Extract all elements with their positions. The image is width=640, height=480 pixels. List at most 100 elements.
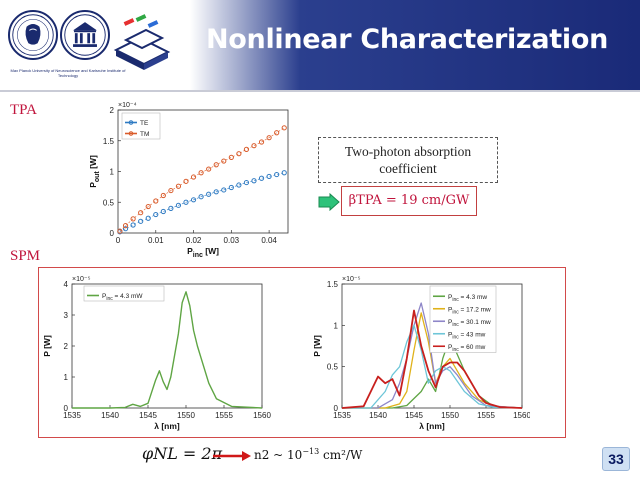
data-point-TM	[175, 183, 182, 189]
x-tick-label: 1550	[177, 411, 195, 420]
series-line-5	[341, 309, 523, 409]
data-point-TM	[206, 166, 212, 172]
series-line-TE	[119, 172, 285, 233]
data-point-TE	[251, 178, 257, 184]
y-axis-label: P [W]	[312, 335, 322, 357]
y-tick-label: 1	[110, 168, 115, 177]
y-tick-label: 2	[110, 106, 115, 115]
data-point-TM	[274, 130, 280, 136]
y-tick-label: 1	[64, 373, 69, 382]
x-tick-label: 1535	[333, 411, 351, 420]
x-tick-label: 0.04	[261, 236, 277, 245]
data-point-TM	[130, 216, 136, 222]
x-axis-label: λ [nm]	[419, 421, 445, 431]
data-point-TE	[281, 170, 287, 176]
x-tick-label: 0.01	[148, 236, 164, 245]
y-tick-label: 3	[64, 311, 69, 320]
x-tick-label: 1535	[63, 411, 81, 420]
x-tick-label: 1540	[369, 411, 387, 420]
y-tick-label: 0.5	[327, 363, 339, 372]
y-axis-label: P [W]	[42, 335, 52, 357]
legend-marker	[128, 120, 134, 125]
x-tick-label: 0.02	[186, 236, 202, 245]
legend-label: Pinc = 43 mw	[448, 331, 486, 340]
legend-label: Pinc = 60 mw	[448, 344, 486, 353]
data-point-TM	[117, 228, 123, 234]
x-tick-label: 1550	[441, 411, 459, 420]
legend-marker	[128, 131, 134, 136]
data-point-TM	[190, 174, 197, 180]
spm-section-label: SPM	[10, 248, 41, 264]
y-axis-label: Pout [W]	[88, 155, 101, 188]
phase-formula: φNL = 2π	[142, 444, 223, 463]
data-point-TM	[228, 154, 234, 160]
red-arrow-icon	[213, 451, 251, 461]
data-point-TE	[138, 218, 144, 224]
data-point-TE	[122, 226, 129, 232]
institution-caption: Max Planck University of Neuroscience an…	[10, 68, 126, 78]
x-tick-label: 1560	[253, 411, 271, 420]
data-point-TM	[160, 192, 166, 199]
x-axis-label: λ [nm]	[154, 421, 180, 431]
x-tick-label: 1545	[405, 411, 423, 420]
data-point-TE	[221, 187, 227, 193]
data-point-TE	[206, 191, 212, 197]
page-title: Nonlinear Characterization	[206, 24, 608, 55]
tpa-description-box: Two-photon absorption coefficient	[318, 137, 498, 183]
y-tick-label: 0.5	[103, 198, 115, 207]
legend-label: TE	[140, 120, 149, 127]
y-tick-label: 2	[64, 342, 69, 351]
data-point-TM	[221, 158, 227, 164]
data-point-TM	[258, 139, 265, 145]
legend-box	[83, 285, 165, 302]
legend-label: Pinc = 4.3 mw	[448, 294, 487, 303]
legend-box	[121, 112, 161, 140]
y-tick-label: 0	[64, 404, 69, 413]
series-line-TM	[119, 127, 285, 232]
spm-single-spectrum-chart: 1535 1540 1545 1550 1555 1560 0 1 2 3 4×10⁻⁵ λ [nm]…	[42, 276, 271, 431]
data-point-TE	[228, 184, 234, 191]
data-point-TM	[153, 198, 159, 204]
right-arrow-icon	[318, 193, 340, 211]
data-point-TE	[160, 208, 166, 215]
data-point-TM	[251, 143, 257, 149]
legend-label: TM	[140, 131, 149, 138]
n2-formula-exponent: −13	[302, 447, 320, 456]
series-line-4	[342, 324, 523, 409]
photonic-chip-logo-icon	[113, 14, 171, 70]
tpa-scatter-chart: 0 0.01 0.02 0.03 0.04 0 0.5 1 1.5 2×10⁻⁴ Pinc [W] P…	[88, 102, 289, 259]
spm-panel	[38, 267, 566, 438]
data-point-TE	[274, 171, 280, 178]
data-point-TM	[213, 162, 219, 168]
data-point-TM	[168, 187, 174, 194]
spm-multi-power-spectrum-chart: 1535 1540 1545 1550 1555 1560 0 0.5 1 1.5×10⁻⁵ λ […	[312, 276, 530, 431]
data-point-TE	[266, 173, 272, 180]
data-point-TE	[130, 222, 136, 228]
data-point-TE	[236, 182, 242, 188]
data-point-TE	[198, 194, 204, 200]
legend-label: Pinc = 30.1 mw	[448, 319, 491, 328]
data-point-TE	[153, 211, 159, 218]
data-point-TM	[243, 146, 250, 152]
y-tick-label: 1	[334, 321, 339, 330]
y-tick-label: 1.5	[103, 137, 115, 146]
x-tick-label: 1540	[101, 411, 119, 420]
y-tick-label: 0	[334, 404, 339, 413]
x-tick-label: 0.03	[224, 236, 240, 245]
data-point-TM	[281, 125, 287, 131]
y-tick-label: 4	[64, 280, 69, 289]
mpg-logo-icon	[8, 10, 58, 60]
x-tick-label: 1560	[513, 411, 530, 420]
data-point-TM	[198, 170, 204, 176]
data-point-TM	[236, 151, 242, 157]
data-point-TE	[168, 205, 174, 212]
legend-label: Pinc = 17.2 mw	[448, 306, 491, 315]
data-point-TE	[243, 179, 250, 186]
x-axis-label: Pinc [W]	[187, 246, 219, 259]
tpa-description-line2: coefficient	[379, 161, 437, 176]
header-divider	[0, 90, 640, 92]
tpa-description-line1: Two-photon absorption	[344, 144, 472, 159]
x-tick-label: 1545	[139, 411, 157, 420]
data-point-TE	[213, 189, 219, 195]
n2-formula-base: n2 ~ 10	[254, 448, 303, 462]
